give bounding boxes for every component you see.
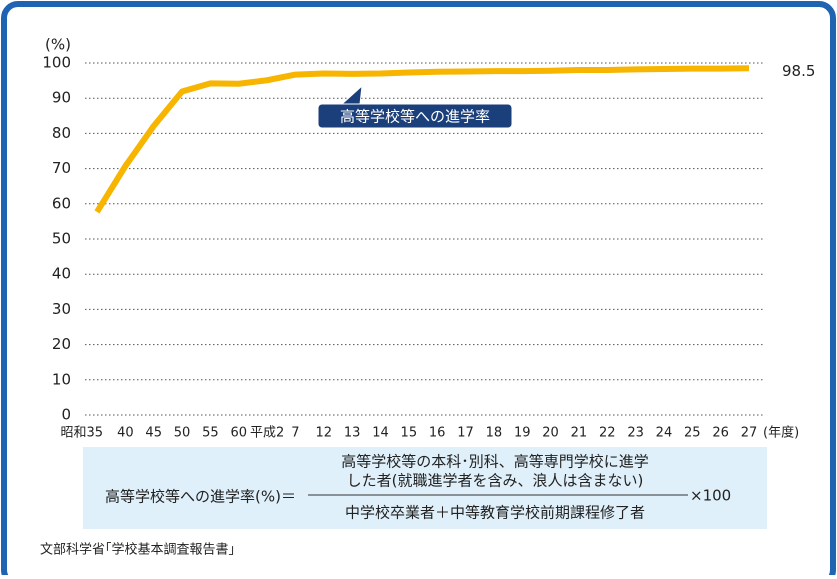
x-tick-label: 24 bbox=[656, 426, 673, 441]
formula-box bbox=[83, 447, 767, 529]
x-tick-label: 60 bbox=[230, 426, 247, 441]
x-tick-label: 19 bbox=[514, 426, 531, 441]
y-tick-label: 10 bbox=[52, 370, 71, 388]
x-tick-label: 昭和35 bbox=[60, 426, 103, 441]
end-value-label: 98.5 bbox=[782, 62, 815, 80]
formula-numerator: 高等学校等の本科･別科、高等専門学校に進学 bbox=[341, 453, 649, 471]
x-tick-label: 55 bbox=[202, 426, 219, 441]
data-line bbox=[94, 65, 750, 214]
x-tick-label: 21 bbox=[571, 426, 588, 441]
y-axis-label: (%) bbox=[45, 36, 71, 54]
x-tick-label: 14 bbox=[372, 426, 389, 441]
x-tick-label: 20 bbox=[542, 426, 559, 441]
formula-multiplier: ×100 bbox=[690, 487, 731, 505]
x-tick-label: 平成2 bbox=[250, 426, 284, 441]
x-tick-label: 16 bbox=[429, 426, 446, 441]
formula-numerator: した者(就職進学者を含み、浪人は含まない) bbox=[347, 472, 644, 490]
x-tick-label: 25 bbox=[684, 426, 701, 441]
x-tick-label: 12 bbox=[316, 426, 333, 441]
x-tick-label: 17 bbox=[457, 426, 474, 441]
x-tick-label: 7 bbox=[291, 426, 299, 441]
source: 文部科学省｢学校基本調査報告書｣ bbox=[40, 542, 235, 558]
y-tick-label: 100 bbox=[42, 54, 71, 72]
series-label: 高等学校等への進学率 bbox=[340, 108, 490, 126]
formula-lhs: 高等学校等への進学率(%)＝ bbox=[105, 488, 296, 506]
x-tick-label: 18 bbox=[486, 426, 503, 441]
x-tick-label: 15 bbox=[401, 426, 418, 441]
y-tick-label: 20 bbox=[52, 335, 71, 353]
y-tick-label: 50 bbox=[52, 230, 71, 248]
y-tick-label: 90 bbox=[52, 89, 71, 107]
y-tick-label: 60 bbox=[52, 194, 71, 212]
x-tick-label: 26 bbox=[712, 426, 729, 441]
x-tick-label: 13 bbox=[344, 426, 361, 441]
y-tick-label: 30 bbox=[52, 300, 71, 318]
x-tick-label: 27 bbox=[741, 426, 758, 441]
formula-denominator: 中学校卒業者＋中等教育学校前期課程修了者 bbox=[345, 504, 645, 522]
y-tick-label: 80 bbox=[52, 124, 71, 142]
y-tick-label: 0 bbox=[61, 406, 71, 424]
y-tick-label: 70 bbox=[52, 159, 71, 177]
x-axis-label: (年度) bbox=[763, 425, 799, 441]
x-tick-label: 50 bbox=[174, 426, 191, 441]
x-tick-label: 22 bbox=[599, 426, 616, 441]
x-tick-label: 23 bbox=[627, 426, 644, 441]
callout-box bbox=[317, 84, 513, 129]
x-tick-label: 45 bbox=[145, 426, 162, 441]
y-tick-label: 40 bbox=[52, 265, 71, 283]
x-tick-label: 40 bbox=[117, 426, 134, 441]
